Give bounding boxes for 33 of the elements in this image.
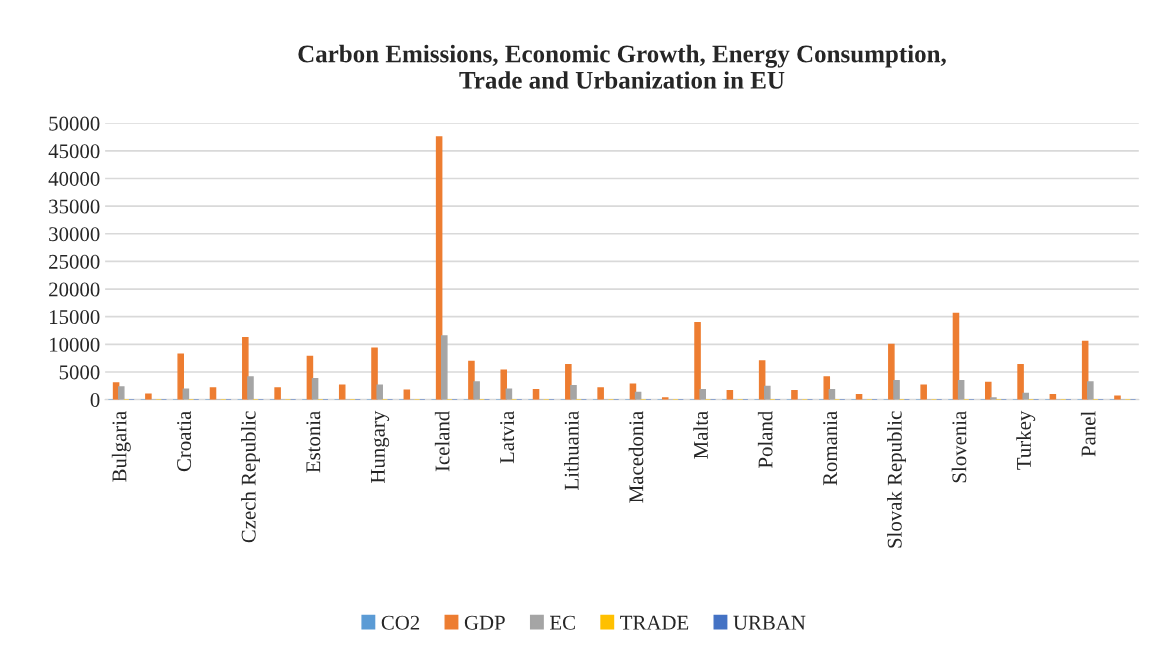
y-tick-label: 0 <box>90 392 100 408</box>
x-tick-label: Lithuania <box>564 411 579 490</box>
legend-label: EC <box>550 615 575 630</box>
y-tick-label: 50000 <box>49 116 100 131</box>
chart-title: Carbon Emissions, Economic Growth, Energy Consumption, Trade and Urbanization in EU <box>298 44 946 89</box>
x-tick-label: Iceland <box>434 410 450 472</box>
y-tick-label: 25000 <box>49 254 100 269</box>
x-tick-label: Slovenia <box>951 411 967 483</box>
x-tick-label: Hungary <box>371 410 390 484</box>
x-tick-label: Poland <box>757 410 773 468</box>
x-tick-label: Czech Republic <box>241 411 260 543</box>
y-tick-label: 30000 <box>49 227 100 242</box>
x-tick-label: Turkey <box>1016 410 1036 470</box>
x-tick-label: Bulgaria <box>111 411 131 482</box>
y-tick-label: 5000 <box>59 365 100 380</box>
y-tick-label: 15000 <box>50 310 100 325</box>
legend-label: CO2 <box>381 615 420 630</box>
y-tick-label: 40000 <box>48 171 100 186</box>
x-tick-label: Latvia <box>500 411 515 464</box>
x-tick-label: Romania <box>823 411 838 486</box>
x-tick-label: Malta <box>693 411 708 459</box>
y-tick-label: 20000 <box>49 282 100 297</box>
y-tick-label: 45000 <box>48 144 100 159</box>
x-tick-label: Panel <box>1080 411 1096 457</box>
legend-label: TRADE <box>620 615 689 630</box>
y-tick-label: 10000 <box>50 337 100 352</box>
x-tick-label: Estonia <box>306 411 321 473</box>
x-tick-label: Croatia <box>177 411 192 472</box>
x-tick-label: Slovak Republic <box>887 411 906 548</box>
legend-label: GDP <box>464 615 505 630</box>
y-tick-label: 35000 <box>49 199 100 214</box>
x-tick-label: Macedonia <box>628 411 644 503</box>
legend-label: URBAN <box>733 615 806 630</box>
